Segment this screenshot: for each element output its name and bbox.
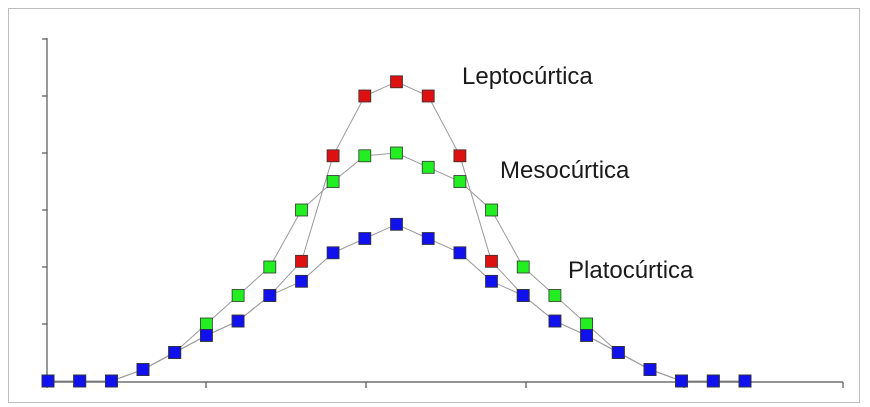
data-point-series1-8: [295, 203, 308, 217]
data-point-series2-17: [580, 328, 593, 342]
chart-axes: [46, 38, 843, 383]
data-point-series2-4: [168, 346, 182, 359]
data-point-series2-22: [738, 374, 752, 388]
data-point-series2-19: [643, 363, 657, 377]
data-point-series1-16: [548, 289, 562, 302]
data-point-series1-11: [390, 146, 403, 160]
data-point-series2-11: [390, 217, 403, 231]
data-point-series2-6: [231, 314, 245, 328]
data-point-series2-20: [675, 374, 688, 388]
series-lines: [48, 81, 745, 382]
data-point-series1-12: [421, 160, 435, 174]
series-markers: [41, 75, 752, 388]
data-point-series2-3: [136, 363, 150, 377]
data-point-series1-9: [326, 175, 340, 188]
data-point-series2-10: [358, 232, 372, 245]
data-point-series2-2: [105, 374, 118, 388]
data-point-series1-15: [516, 260, 530, 274]
data-point-series2-18: [611, 346, 625, 359]
data-point-series2-13: [453, 246, 467, 260]
data-point-series0-11: [390, 75, 403, 89]
data-point-series2-12: [421, 232, 435, 245]
data-point-series0-9: [326, 149, 340, 163]
data-point-series2-5: [199, 328, 213, 342]
data-point-series2-8: [295, 274, 308, 288]
label-leptocurtica: Leptocúrtica: [462, 63, 593, 90]
axis-ticks: [42, 38, 844, 388]
data-point-series2-0: [41, 374, 55, 388]
series-line-0: [48, 81, 745, 382]
data-point-series0-13: [453, 149, 467, 163]
chart-frame: [8, 8, 860, 403]
data-point-series2-15: [516, 289, 530, 302]
label-platocurtica: Platocúrtica: [568, 257, 694, 284]
data-point-series1-7: [263, 260, 277, 274]
data-point-series1-14: [485, 203, 498, 217]
data-point-series2-9: [326, 246, 340, 260]
data-point-series0-14: [485, 254, 498, 268]
data-point-series0-12: [421, 89, 435, 103]
series-labels: Leptocúrtica Mesocúrtica Platocúrtica: [462, 63, 694, 284]
data-point-series2-16: [548, 314, 562, 328]
data-point-series0-8: [295, 254, 308, 268]
data-point-series2-14: [485, 274, 498, 288]
data-point-series2-7: [263, 289, 277, 302]
data-point-series1-13: [453, 175, 467, 188]
data-point-series1-6: [231, 289, 245, 302]
data-point-series1-17: [580, 317, 593, 331]
data-point-series0-10: [358, 89, 372, 103]
series-line-2: [48, 223, 745, 382]
data-point-series2-1: [73, 374, 87, 388]
data-point-series2-21: [706, 374, 720, 388]
data-point-series1-5: [199, 317, 213, 331]
label-mesocurtica: Mesocúrtica: [500, 157, 630, 184]
data-point-series1-10: [358, 149, 372, 163]
